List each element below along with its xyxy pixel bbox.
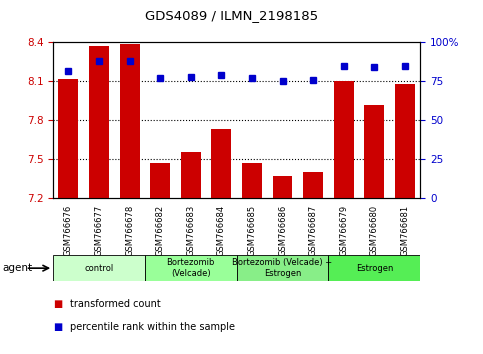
Text: Estrogen: Estrogen [355, 264, 393, 273]
Text: transformed count: transformed count [70, 299, 161, 309]
Bar [120, 44, 140, 198]
Text: ■: ■ [53, 299, 62, 309]
Text: Bortezomib
(Velcade): Bortezomib (Velcade) [167, 258, 215, 278]
Bar [212, 130, 231, 198]
Text: control: control [85, 264, 114, 273]
Bar [150, 163, 170, 198]
Bar [58, 79, 78, 198]
Bar [364, 105, 384, 198]
Bar [242, 163, 262, 198]
Bar [272, 176, 293, 198]
Bar [53, 255, 145, 281]
Text: Bortezomib (Velcade) +
Estrogen: Bortezomib (Velcade) + Estrogen [232, 258, 333, 278]
Text: ■: ■ [53, 322, 62, 332]
Bar [89, 46, 109, 198]
Bar [181, 152, 201, 198]
Bar [395, 84, 415, 198]
Bar [334, 81, 354, 198]
Bar [237, 255, 328, 281]
Text: percentile rank within the sample: percentile rank within the sample [70, 322, 235, 332]
Text: agent: agent [2, 263, 32, 273]
Text: GDS4089 / ILMN_2198185: GDS4089 / ILMN_2198185 [145, 9, 318, 22]
Bar [145, 255, 237, 281]
Bar [328, 255, 420, 281]
Bar [303, 172, 323, 198]
